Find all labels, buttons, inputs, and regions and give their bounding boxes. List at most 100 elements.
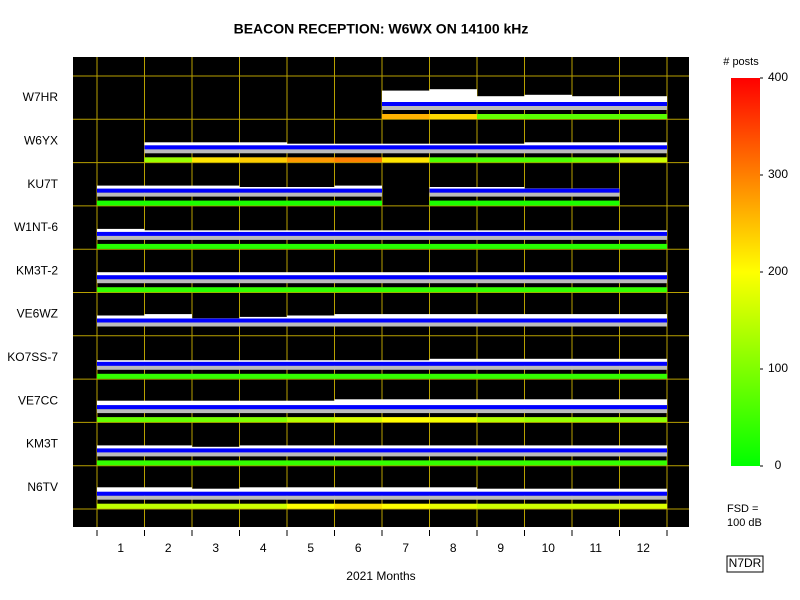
signal-mean — [287, 188, 335, 193]
posts-strip — [144, 417, 192, 423]
signal-spread — [572, 452, 620, 457]
posts-strip — [97, 503, 145, 509]
signal-spread — [97, 495, 145, 500]
signal-mean — [144, 448, 192, 453]
signal-mean — [192, 231, 240, 236]
posts-strip — [239, 503, 287, 509]
signal-mean — [524, 275, 572, 280]
posts-strip — [144, 503, 192, 509]
posts-strip — [572, 157, 620, 163]
station-label: KO7SS-7 — [7, 350, 58, 364]
posts-strip — [192, 503, 240, 509]
signal-spread — [239, 279, 287, 284]
x-tick-label: 10 — [542, 541, 556, 555]
posts-strip — [382, 287, 430, 293]
signal-spread — [429, 365, 477, 370]
posts-strip — [619, 287, 667, 293]
x-tick-label: 9 — [497, 541, 504, 555]
station-label: N6TV — [27, 480, 58, 494]
x-tick-label: 4 — [260, 541, 267, 555]
signal-mean — [429, 361, 477, 366]
signal-spread — [524, 235, 572, 240]
signal-bar — [97, 487, 145, 496]
signal-mean — [382, 145, 430, 150]
signal-bar — [524, 314, 572, 323]
signal-spread — [524, 452, 572, 457]
signal-mean — [97, 361, 145, 366]
signal-spread — [192, 279, 240, 284]
signal-spread — [429, 235, 477, 240]
signal-spread — [524, 192, 572, 197]
signal-mean — [429, 275, 477, 280]
signal-spread — [572, 192, 620, 197]
signal-bar — [334, 487, 382, 496]
posts-strip — [572, 417, 620, 423]
posts-strip — [429, 417, 477, 423]
signal-mean — [334, 318, 382, 323]
signal-mean — [572, 405, 620, 410]
signal-mean — [429, 231, 477, 236]
signal-spread — [524, 495, 572, 500]
signal-spread — [382, 409, 430, 414]
signal-mean — [619, 318, 667, 323]
posts-strip — [524, 200, 572, 206]
signal-mean — [287, 318, 335, 323]
signal-spread — [429, 106, 477, 110]
colorbar-tick-label: 200 — [768, 264, 788, 278]
signal-spread — [334, 452, 382, 457]
signal-bar — [144, 314, 192, 323]
x-tick-label: 7 — [402, 541, 409, 555]
signal-spread — [477, 322, 525, 327]
signal-spread — [477, 192, 525, 197]
signal-spread — [334, 495, 382, 500]
signal-mean — [97, 275, 145, 280]
signal-mean — [382, 231, 430, 236]
signal-spread — [192, 452, 240, 457]
signal-spread — [239, 409, 287, 414]
posts-strip — [429, 114, 477, 119]
signal-spread — [144, 149, 192, 154]
signal-mean — [572, 361, 620, 366]
signal-bar — [477, 399, 525, 410]
signal-spread — [619, 409, 667, 414]
posts-strip — [287, 460, 335, 466]
fsd-value: 100 dB — [727, 517, 762, 529]
signal-spread — [334, 235, 382, 240]
signal-mean — [619, 361, 667, 366]
posts-strip — [192, 417, 240, 423]
signal-mean — [572, 491, 620, 496]
signal-spread — [524, 322, 572, 327]
posts-strip — [144, 373, 192, 379]
signal-mean — [429, 405, 477, 410]
signal-spread — [619, 106, 667, 110]
signal-spread — [429, 495, 477, 500]
posts-strip — [97, 417, 145, 423]
posts-strip — [382, 243, 430, 249]
posts-strip — [619, 157, 667, 163]
posts-strip — [477, 373, 525, 379]
signal-spread — [572, 106, 620, 110]
signal-mean — [192, 491, 240, 496]
signal-spread — [192, 365, 240, 370]
posts-strip — [477, 114, 525, 119]
posts-strip — [287, 503, 335, 509]
signal-mean — [144, 405, 192, 410]
posts-strip — [382, 460, 430, 466]
signal-spread — [239, 452, 287, 457]
signal-bar — [619, 314, 667, 323]
signal-mean — [287, 145, 335, 150]
signal-mean — [477, 188, 525, 193]
posts-strip — [524, 503, 572, 509]
signal-spread — [619, 322, 667, 327]
signal-mean — [477, 275, 525, 280]
signal-spread — [144, 192, 192, 197]
signal-spread — [382, 149, 430, 154]
signal-mean — [477, 448, 525, 453]
signal-spread — [239, 192, 287, 197]
signal-spread — [97, 365, 145, 370]
signal-spread — [382, 365, 430, 370]
signal-mean — [477, 491, 525, 496]
signal-spread — [192, 149, 240, 154]
posts-strip — [477, 503, 525, 509]
signal-mean — [619, 231, 667, 236]
